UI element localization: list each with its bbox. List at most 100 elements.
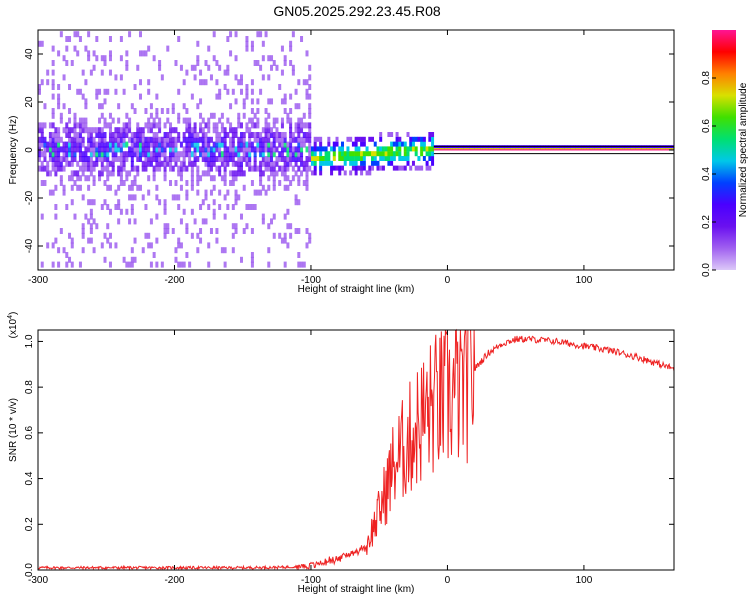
spectrogram-cell — [283, 232, 287, 239]
spectrogram-cell — [302, 165, 306, 172]
spectrogram-cell — [152, 55, 156, 62]
spectrogram-cell — [114, 242, 118, 249]
spectrogram-cell — [119, 170, 123, 177]
spectrogram-cell — [122, 88, 126, 95]
snr-frame — [37, 329, 675, 571]
spectrogram-cell — [207, 141, 211, 148]
spectrogram-cell — [152, 170, 156, 177]
spectrogram-cell — [92, 180, 96, 186]
spectrogram-cell — [133, 151, 137, 158]
spectrogram-cell — [114, 189, 118, 196]
spectrogram-cell — [308, 132, 312, 138]
spectrogram-cell — [245, 36, 249, 42]
spectrogram-cell — [81, 156, 85, 162]
spectrogram-cell — [128, 261, 132, 268]
spectrogram-cell — [174, 156, 178, 162]
spectrogram-cell — [106, 122, 110, 129]
spectrogram-cell — [128, 218, 132, 225]
spectrogram-cell — [278, 165, 282, 172]
spectrogram-cell — [332, 156, 336, 161]
spectrogram-cell — [390, 146, 394, 152]
spectrogram-cell — [305, 156, 309, 162]
spectrogram-cell — [111, 141, 115, 148]
spectrogram-cell — [485, 145, 489, 151]
spectrogram-cell — [204, 146, 208, 153]
spectrogram-cell — [401, 141, 405, 147]
spectrogram-cell — [231, 132, 235, 138]
spectrogram-cell — [185, 69, 189, 76]
spectrogram-cell — [253, 165, 257, 172]
spectrogram-y-tick-label: 0 — [24, 147, 35, 153]
spectrogram-cell — [398, 136, 402, 142]
spectrogram-cell — [152, 132, 156, 138]
spectrogram-cell — [319, 141, 323, 147]
spectrogram-cell — [152, 156, 156, 162]
spectrogram-cell — [169, 127, 173, 134]
spectrogram-cell — [559, 145, 563, 151]
spectrogram-cell — [54, 237, 58, 244]
spectrogram-cell — [171, 136, 175, 143]
spectrogram-cell — [231, 247, 235, 254]
spectrogram-cell — [431, 146, 435, 152]
spectrogram-cell — [70, 261, 74, 268]
spectrogram-cell — [125, 50, 129, 57]
spectrogram-cell — [48, 189, 52, 196]
spectrogram-cell — [125, 170, 129, 177]
spectrogram-cell — [62, 55, 66, 62]
spectrogram-cell — [275, 170, 279, 177]
spectrogram-cell — [78, 88, 82, 95]
spectrogram-cell — [163, 122, 167, 129]
spectrogram-cell — [256, 146, 260, 153]
spectrogram-cell — [166, 117, 170, 124]
spectrogram-cell — [297, 156, 301, 162]
snr-y-tick-label: 0.6 — [24, 425, 35, 439]
spectrogram-cell — [111, 151, 115, 158]
spectrogram-cell — [242, 103, 246, 110]
spectrogram-cell — [174, 194, 178, 201]
spectrogram-cell — [133, 237, 137, 244]
spectrogram-cell — [125, 64, 129, 71]
spectrogram-cell — [158, 122, 162, 129]
spectrogram-cell — [310, 170, 314, 176]
spectrogram-cell — [638, 145, 642, 151]
spectrogram-cell — [81, 141, 85, 148]
spectrogram-cell — [248, 117, 252, 124]
spectrogram-cell — [190, 141, 194, 148]
spectrogram-cell — [499, 149, 503, 151]
spectrogram-cell — [204, 218, 208, 225]
spectrogram-cell — [305, 146, 309, 153]
spectrogram-cell — [234, 31, 238, 38]
spectrogram-cell — [234, 146, 238, 153]
spectrogram-cell — [250, 45, 254, 52]
spectrogram-cell — [349, 151, 353, 157]
spectrogram-cell — [641, 149, 645, 151]
spectrogram-cell — [177, 136, 181, 143]
spectrogram-cell — [272, 213, 276, 220]
spectrogram-cell — [245, 40, 249, 47]
spectrogram-cell — [68, 146, 72, 153]
spectrogram-cell — [190, 232, 194, 239]
spectrogram-cell — [201, 146, 205, 153]
spectrogram-cell — [291, 69, 295, 76]
spectrogram-cell — [403, 151, 407, 157]
spectrogram-cell — [199, 237, 203, 244]
spectrogram-cell — [212, 151, 216, 158]
spectrogram-cell — [280, 237, 284, 244]
spectrogram-cell — [87, 146, 91, 153]
spectrogram-cell — [81, 127, 85, 134]
spectrogram-cell — [622, 145, 626, 151]
spectrogram-cell — [89, 160, 93, 167]
spectrogram-cell — [119, 136, 123, 143]
spectrogram-cell — [242, 151, 246, 158]
spectrogram-cell — [160, 146, 164, 153]
spectrogram-cell — [193, 132, 197, 138]
spectrogram-cell — [62, 103, 66, 110]
spectrogram-cell — [308, 108, 312, 114]
spectrogram-cell — [496, 149, 500, 151]
spectrogram-y-tick-label: 40 — [24, 48, 35, 60]
spectrogram-cell — [179, 184, 183, 191]
spectrogram-cell — [319, 170, 323, 176]
spectrogram-cell — [286, 151, 290, 158]
spectrogram-cell — [264, 108, 268, 114]
spectrogram-cell — [286, 208, 290, 215]
